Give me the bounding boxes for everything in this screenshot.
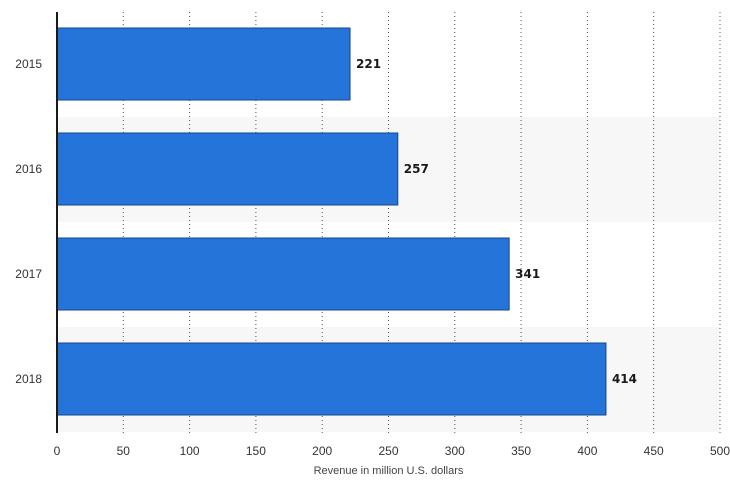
x-tick-label: 500 (710, 444, 730, 458)
category-label-2015: 2015 (15, 57, 42, 71)
x-tick-label: 150 (246, 444, 266, 458)
data-label-2016: 257 (404, 162, 429, 176)
category-label-2018: 2018 (15, 372, 42, 386)
category-label-2017: 2017 (15, 267, 42, 281)
x-axis-title: Revenue in million U.S. dollars (314, 465, 464, 477)
bar-2017 (56, 237, 510, 311)
bar-2016 (56, 132, 399, 206)
x-tick-label: 400 (577, 444, 597, 458)
x-tick-label: 50 (117, 444, 131, 458)
x-tick-label: 100 (180, 444, 200, 458)
category-labels: 2015 2016 2017 2018 (15, 57, 42, 386)
data-label-2017: 341 (515, 267, 540, 281)
x-tick-label: 250 (378, 444, 398, 458)
bar-2018 (56, 342, 607, 416)
x-tick-labels: 0 50 100 150 200 250 300 350 400 450 500 (54, 444, 730, 458)
x-tick-label: 350 (511, 444, 531, 458)
bar-2015 (56, 27, 351, 101)
bars (56, 27, 607, 416)
data-labels: 221 257 341 414 (356, 57, 637, 386)
x-tick-label: 0 (54, 444, 61, 458)
data-label-2015: 221 (356, 57, 381, 71)
x-tick-label: 300 (445, 444, 465, 458)
category-label-2016: 2016 (15, 162, 42, 176)
x-tick-label: 450 (644, 444, 664, 458)
data-label-2018: 414 (612, 372, 637, 386)
x-tick-label: 200 (312, 444, 332, 458)
